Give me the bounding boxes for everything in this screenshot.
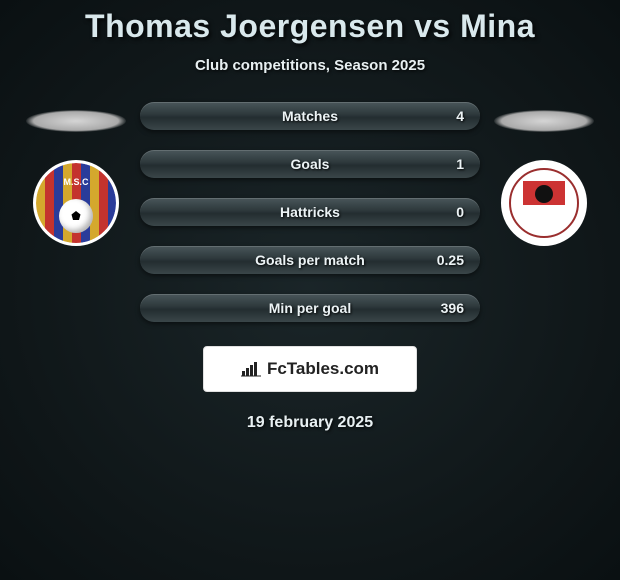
stat-row-goals-per-match: Goals per match 0.25 <box>140 246 480 274</box>
comparison-card: Thomas Joergensen vs Mina Club competiti… <box>0 0 620 432</box>
stat-value: 0 <box>456 204 464 220</box>
brand-text: FcTables.com <box>267 359 379 379</box>
stat-value: 4 <box>456 108 464 124</box>
stat-value: 1 <box>456 156 464 172</box>
subtitle: Club competitions, Season 2025 <box>195 57 425 74</box>
left-column: M.S.C <box>26 102 126 246</box>
player-placeholder-right <box>494 110 594 132</box>
stat-label: Hattricks <box>280 204 340 220</box>
brand-attribution[interactable]: FcTables.com <box>203 346 417 392</box>
stat-value: 396 <box>441 300 464 316</box>
player-placeholder-left <box>26 110 126 132</box>
stat-row-min-per-goal: Min per goal 396 <box>140 294 480 322</box>
stat-row-hattricks: Hattricks 0 <box>140 198 480 226</box>
team-badge-right <box>501 160 587 246</box>
main-row: M.S.C Matches 4 Goals 1 Hattricks 0 Goal… <box>0 102 620 322</box>
date-text: 19 february 2025 <box>247 414 373 432</box>
stat-row-matches: Matches 4 <box>140 102 480 130</box>
stat-value: 0.25 <box>437 252 464 268</box>
page-title: Thomas Joergensen vs Mina <box>85 8 535 45</box>
stats-column: Matches 4 Goals 1 Hattricks 0 Goals per … <box>140 102 480 322</box>
stat-label: Min per goal <box>269 300 351 316</box>
stat-label: Goals <box>291 156 330 172</box>
team-badge-left: M.S.C <box>33 160 119 246</box>
stat-label: Matches <box>282 108 338 124</box>
right-column <box>494 102 594 246</box>
stat-row-goals: Goals 1 <box>140 150 480 178</box>
stat-label: Goals per match <box>255 252 365 268</box>
bar-chart-icon <box>241 361 261 377</box>
